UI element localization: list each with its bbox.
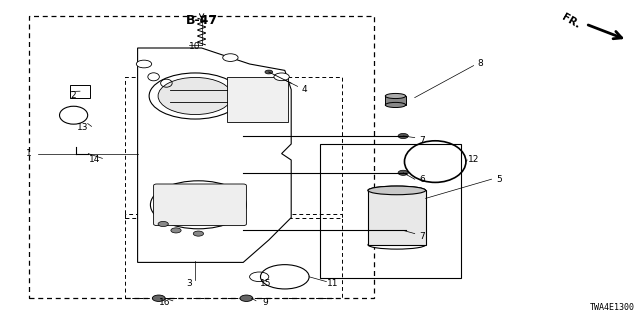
Text: 1: 1 xyxy=(26,149,31,158)
Circle shape xyxy=(398,133,408,139)
Ellipse shape xyxy=(368,241,426,249)
Circle shape xyxy=(152,295,165,301)
Text: 12: 12 xyxy=(468,156,479,164)
Text: 16: 16 xyxy=(159,298,171,307)
Text: 15: 15 xyxy=(260,279,271,288)
Circle shape xyxy=(158,221,168,227)
Text: 13: 13 xyxy=(77,124,89,132)
Text: 7: 7 xyxy=(420,232,425,241)
Ellipse shape xyxy=(385,102,406,108)
Bar xyxy=(125,214,342,298)
Text: 9: 9 xyxy=(263,298,268,307)
FancyBboxPatch shape xyxy=(154,184,246,226)
Bar xyxy=(227,77,288,122)
Text: 5: 5 xyxy=(497,175,502,184)
Text: FR.: FR. xyxy=(560,12,582,30)
Circle shape xyxy=(223,54,238,61)
Bar xyxy=(368,190,426,245)
Circle shape xyxy=(240,295,253,301)
Circle shape xyxy=(193,231,204,236)
Bar xyxy=(320,144,461,278)
Bar xyxy=(125,77,342,218)
Ellipse shape xyxy=(385,93,406,99)
Text: B-47: B-47 xyxy=(186,14,218,28)
Circle shape xyxy=(171,228,181,233)
Text: 6: 6 xyxy=(420,175,425,184)
Circle shape xyxy=(398,170,408,175)
Text: 2: 2 xyxy=(71,92,76,100)
Polygon shape xyxy=(138,48,291,262)
Ellipse shape xyxy=(368,186,426,195)
Circle shape xyxy=(136,60,152,68)
Circle shape xyxy=(274,73,289,81)
Text: 7: 7 xyxy=(420,136,425,145)
Text: 14: 14 xyxy=(89,156,100,164)
Circle shape xyxy=(398,228,408,233)
Text: 4: 4 xyxy=(301,85,307,94)
Text: 8: 8 xyxy=(477,60,483,68)
Text: TWA4E1300: TWA4E1300 xyxy=(590,303,635,312)
Text: 11: 11 xyxy=(327,279,339,288)
Bar xyxy=(29,16,374,298)
Text: 10: 10 xyxy=(189,42,201,51)
Ellipse shape xyxy=(368,186,426,195)
Bar xyxy=(385,96,406,105)
Circle shape xyxy=(158,77,232,115)
Bar xyxy=(70,85,90,98)
Text: 3: 3 xyxy=(186,279,191,288)
Circle shape xyxy=(265,70,273,74)
Circle shape xyxy=(163,187,234,222)
